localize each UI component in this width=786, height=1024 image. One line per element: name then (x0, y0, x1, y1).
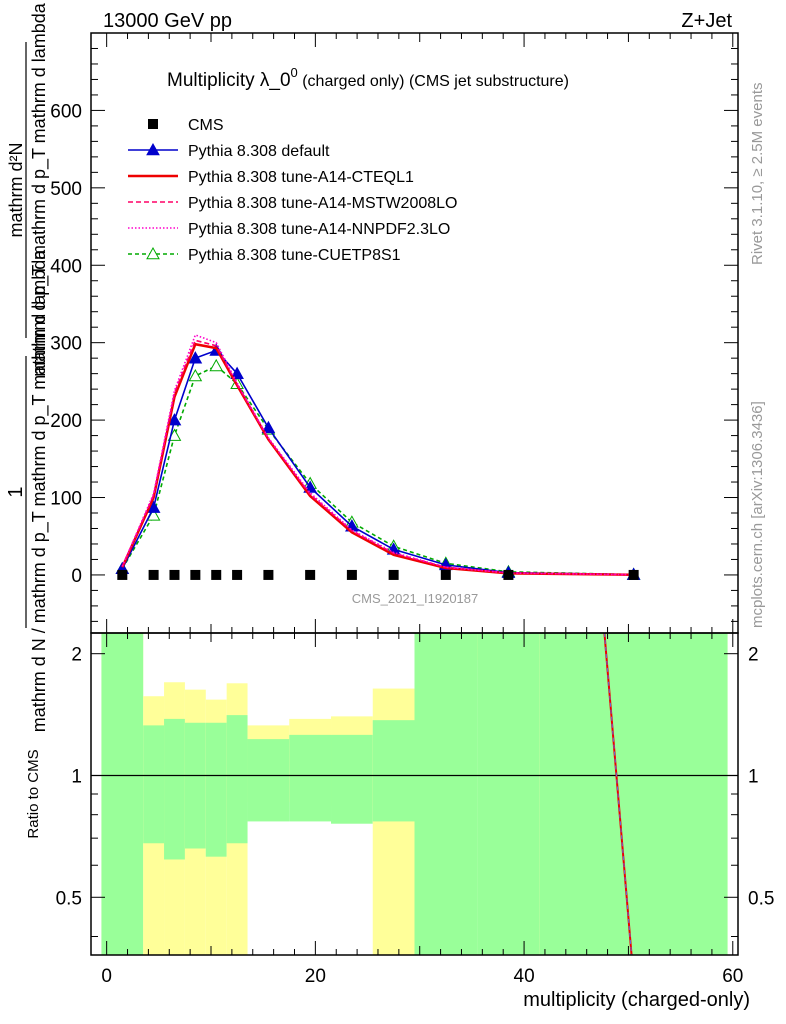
ratio-line-blue (603, 632, 633, 956)
data-point (305, 569, 316, 580)
ratio-band-green (414, 633, 478, 955)
legend-label: Pythia 8.308 tune-A14-CTEQL1 (188, 169, 414, 186)
legend-marker (146, 142, 160, 156)
ratio-tick-label: 2 (71, 645, 82, 666)
legend-marker (146, 246, 160, 260)
x-tick-label: 40 (514, 966, 535, 987)
y-axis-label: 1 mathrm d N / mathrm d p_T mathrm d p_T… (5, 2, 50, 732)
legend: CMS Pythia 8.308 default Pythia 8.308 tune… (128, 117, 457, 264)
data-point (190, 569, 201, 580)
data-point (169, 569, 180, 580)
ylabel-pre-num: 1 (5, 486, 27, 497)
series-line (121, 339, 634, 576)
y-tick-label: 600 (50, 101, 82, 122)
data-point (211, 569, 222, 580)
series-3 (121, 339, 634, 576)
chart-title: Multiplicity λ_00 (charged only) (CMS je… (167, 65, 569, 91)
data-point (388, 569, 399, 580)
data-point (628, 569, 639, 580)
ratio-band-green (101, 633, 144, 955)
legend-label: CMS (188, 117, 224, 134)
title-rest: (charged only) (CMS jet substructure) (298, 73, 569, 90)
main-series (115, 333, 641, 580)
data-point (261, 420, 276, 434)
ratio-ylabel: Ratio to CMS (25, 749, 42, 838)
legend-label: Pythia 8.308 tune-A14-MSTW2008LO (188, 195, 457, 212)
ratio-band-green (247, 739, 290, 822)
data-point (303, 480, 317, 493)
ratio-band-green (164, 718, 185, 860)
ratio-curve (603, 632, 633, 956)
legend-label: Pythia 8.308 tune-CUETP8S1 (188, 247, 401, 264)
data-point (346, 569, 357, 580)
ylabel-den: mathrm d p_T mathrm d p_T mathrm d lambd… (29, 2, 50, 376)
header-right: Z+Jet (681, 10, 732, 32)
series-line (121, 333, 634, 576)
data-point (232, 569, 243, 580)
data-point (230, 366, 244, 379)
series-line (121, 349, 634, 576)
ratio-tick-label: 0.5 (56, 888, 82, 909)
ratio-bands (101, 633, 728, 955)
ratio-band-green (143, 725, 165, 844)
legend-label: Pythia 8.308 default (188, 143, 330, 160)
data-point (167, 413, 182, 426)
y-tick-label: 200 (50, 411, 82, 432)
x-tick-label: 20 (305, 966, 326, 987)
y-tick-label: 300 (50, 334, 82, 355)
header-left: 13000 GeV pp (103, 10, 232, 32)
series-4 (121, 333, 634, 576)
series-0 (117, 569, 639, 580)
rivet-label: Rivet 3.1.10, ≥ 2.5M events (749, 83, 766, 266)
x-axis-label: multiplicity (charged-only) (523, 989, 750, 1011)
ratio-tick-label-right: 2 (748, 645, 759, 666)
legend-marker (148, 119, 158, 129)
ratio-band-green (226, 715, 248, 844)
y-tick-label: 100 (50, 489, 82, 510)
ratio-tick-label-right: 0.5 (748, 888, 774, 909)
title-sup: 0 (291, 65, 298, 80)
x-tick-label: 0 (101, 966, 112, 987)
data-point (117, 569, 128, 580)
data-point (188, 351, 203, 364)
legend-label: Pythia 8.308 tune-A14-NNPDF2.3LO (188, 221, 450, 238)
x-tick-label: 60 (722, 966, 743, 987)
data-point (440, 569, 451, 580)
y-tick-label: 400 (50, 256, 82, 277)
ylabel-pre-den: mathrm d N / mathrm d p_T mathrm d p_T m… (29, 249, 50, 732)
ratio-tick-label-right: 1 (748, 766, 759, 787)
ratio-band-green (477, 633, 540, 955)
ratio-band-green (205, 722, 227, 857)
ratio-band-green (372, 720, 415, 822)
analysis-id: CMS_2021_I1920187 (352, 591, 479, 606)
ratio-band-green (539, 633, 728, 955)
title-main: Multiplicity λ_0 (167, 70, 291, 91)
data-point (188, 368, 203, 382)
data-point (209, 358, 224, 372)
data-point (503, 569, 514, 580)
data-point (148, 569, 159, 580)
y-tick-label: 500 (50, 179, 82, 200)
ylabel-num: mathrm d²N (6, 142, 26, 237)
data-point (263, 569, 274, 580)
ratio-band-green (331, 734, 373, 824)
ratio-band-green (184, 722, 206, 849)
ratio-tick-label: 1 (71, 766, 82, 787)
mcplots-label: mcplots.cern.ch [arXiv:1306.3436] (749, 401, 766, 628)
y-tick-label: 0 (71, 566, 82, 587)
ratio-band-green (289, 734, 332, 822)
